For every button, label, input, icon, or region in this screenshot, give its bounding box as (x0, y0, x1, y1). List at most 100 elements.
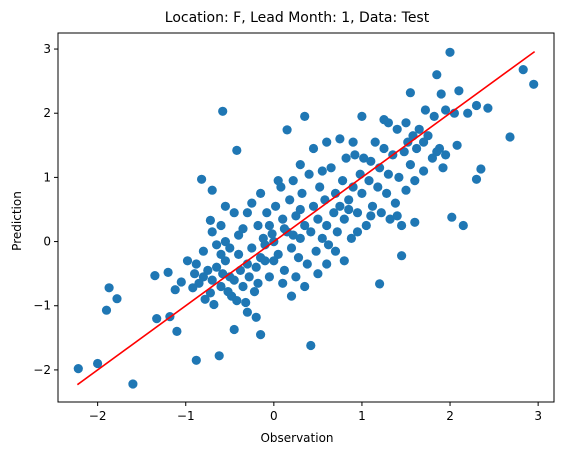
data-point (429, 111, 439, 121)
data-point (339, 256, 349, 266)
fit-line-layer (76, 50, 536, 386)
data-point (218, 106, 228, 116)
data-point (452, 140, 462, 150)
data-point (370, 137, 380, 147)
data-point (441, 150, 451, 160)
x-tick-label: −1 (177, 409, 195, 423)
data-point (392, 124, 402, 134)
data-point (359, 153, 369, 163)
data-point (197, 174, 207, 184)
data-point (403, 137, 413, 147)
data-point (104, 283, 114, 293)
data-point (220, 256, 230, 266)
data-point (229, 275, 239, 285)
data-point (315, 182, 325, 192)
data-point (385, 214, 395, 224)
data-point (232, 145, 242, 155)
data-point (436, 89, 446, 99)
data-point (397, 251, 407, 261)
data-point (264, 272, 274, 282)
data-point (330, 246, 341, 256)
data-point (432, 70, 442, 80)
data-point (203, 265, 213, 275)
fit-line (76, 50, 536, 386)
data-point (375, 279, 385, 289)
data-point (458, 220, 468, 231)
data-point (288, 230, 298, 240)
data-point (308, 143, 319, 154)
data-point (214, 351, 224, 361)
data-point (352, 208, 363, 218)
data-point (518, 65, 528, 75)
data-point (427, 153, 437, 163)
data-point (235, 265, 245, 275)
data-point (293, 253, 304, 263)
data-point (150, 271, 160, 281)
x-tick-label: 3 (534, 409, 542, 423)
data-point (379, 115, 389, 125)
data-point (320, 195, 330, 205)
data-point (218, 269, 228, 279)
data-point (112, 294, 122, 304)
data-point (198, 246, 208, 256)
data-point (234, 230, 244, 240)
data-point (432, 147, 442, 157)
data-point (152, 314, 162, 324)
data-point (306, 340, 316, 351)
data-point (317, 166, 327, 176)
data-point (454, 86, 464, 96)
data-point (390, 198, 400, 208)
y-tick-label: −1 (33, 299, 51, 313)
data-point (273, 176, 283, 186)
data-point (176, 277, 186, 287)
data-point (278, 214, 288, 224)
x-tick-label: −2 (89, 409, 107, 423)
data-point (207, 185, 217, 195)
data-point (205, 288, 215, 298)
data-point (376, 208, 386, 218)
data-point (410, 217, 420, 227)
data-point (207, 227, 217, 237)
data-point (238, 224, 248, 234)
data-point (73, 364, 83, 374)
data-point (410, 176, 420, 186)
data-point (262, 208, 272, 218)
data-point (256, 188, 266, 198)
data-point (279, 224, 289, 234)
data-point (182, 256, 193, 266)
data-point (352, 227, 363, 237)
data-point (348, 137, 358, 147)
data-point (163, 267, 173, 277)
data-point (346, 233, 356, 243)
data-point (308, 201, 319, 211)
data-point (216, 220, 226, 231)
data-point (212, 262, 222, 272)
data-point (216, 281, 226, 292)
data-point (264, 220, 274, 231)
data-point (364, 176, 374, 186)
data-point (505, 132, 515, 142)
data-point (322, 220, 332, 231)
data-point (170, 285, 180, 295)
data-point (267, 229, 277, 239)
data-point (251, 312, 261, 322)
data-point (463, 108, 473, 118)
data-point (313, 214, 323, 224)
data-point (279, 265, 289, 275)
data-point (300, 111, 310, 121)
data-point (285, 195, 295, 205)
data-point (244, 272, 254, 282)
points-layer (73, 47, 539, 389)
data-point (399, 147, 409, 157)
data-point (93, 358, 103, 369)
data-point (438, 163, 448, 173)
data-point (338, 176, 348, 186)
data-point (238, 281, 248, 292)
data-point (423, 131, 433, 141)
data-point (291, 211, 301, 221)
data-point (295, 204, 305, 215)
data-point (419, 166, 429, 176)
data-point (269, 256, 279, 266)
data-point (295, 233, 305, 243)
